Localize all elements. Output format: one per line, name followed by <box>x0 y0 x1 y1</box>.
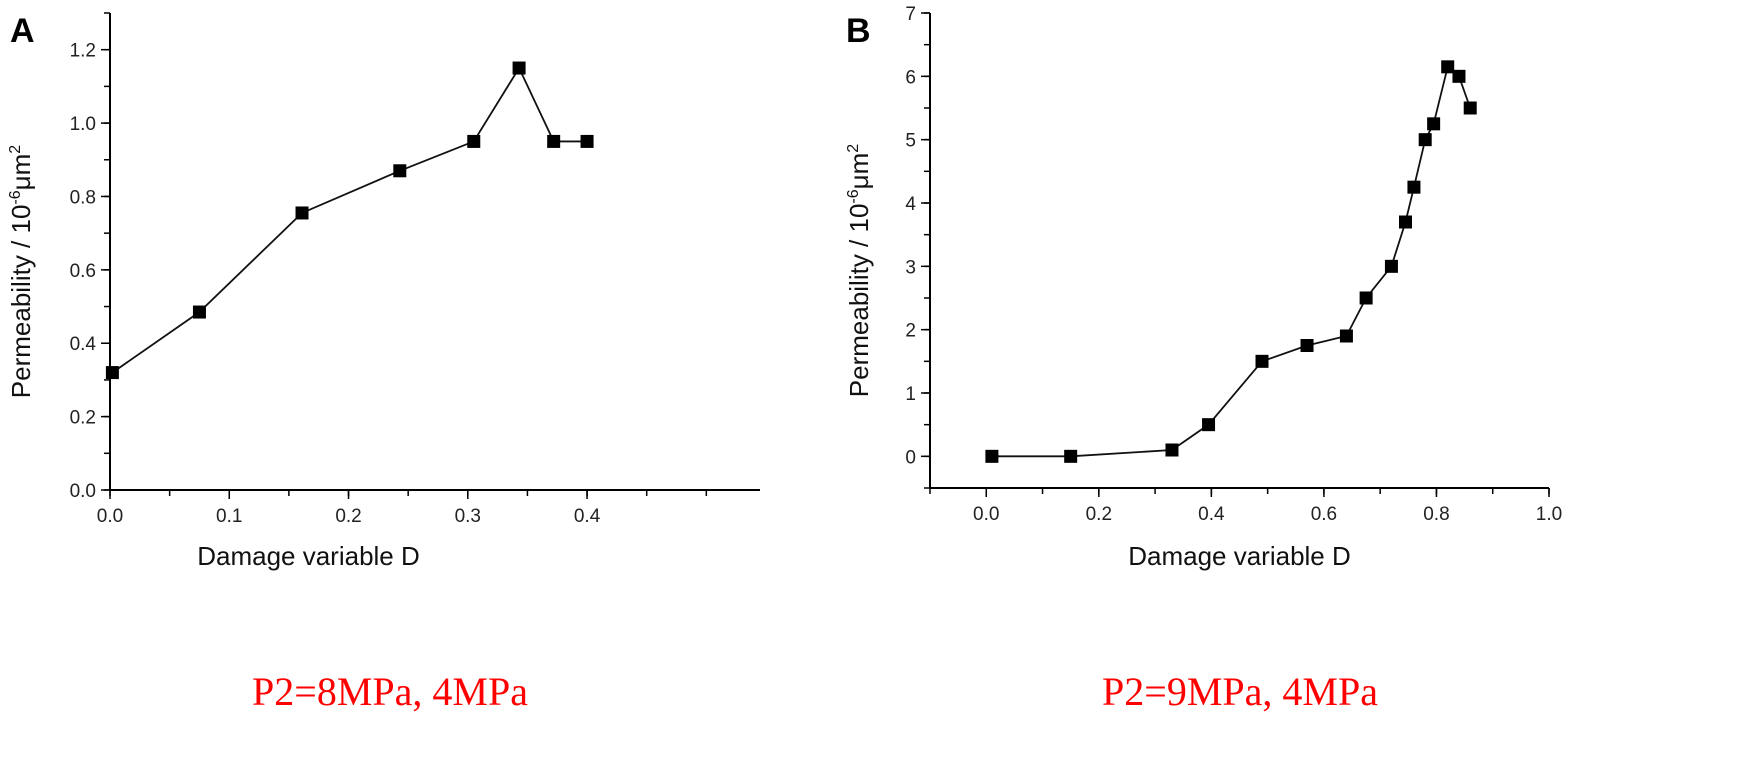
data-point <box>393 164 407 178</box>
x-tick-label: 0.2 <box>1086 504 1112 525</box>
y-axis-label: Permeability / 10-6μm2 <box>6 145 36 399</box>
data-point <box>467 134 481 148</box>
x-axis-label: Damage variable D <box>1128 541 1351 571</box>
data-point <box>512 61 526 75</box>
data-point <box>1339 329 1353 343</box>
y-axis-label-exponent: -6 <box>845 189 862 203</box>
y-axis-label-unit: μm <box>844 153 874 190</box>
y-tick-label: 0.0 <box>70 481 96 502</box>
series-line <box>991 65 1472 458</box>
y-axis-label: Permeability / 10-6μm2 <box>844 144 874 398</box>
data-point <box>1452 69 1466 83</box>
x-tick-label: 0.0 <box>973 504 999 525</box>
data-point <box>1202 418 1216 432</box>
y-tick-label: 4 <box>905 194 916 215</box>
data-point <box>1418 133 1432 147</box>
data-point <box>1064 449 1078 463</box>
x-axis-label: Damage variable D <box>197 541 420 571</box>
data-point <box>1384 259 1398 273</box>
y-tick-label: 3 <box>905 257 916 278</box>
x-tick-label: 0.2 <box>335 506 361 527</box>
x-tick-label: 0.3 <box>455 506 481 527</box>
series-line <box>111 66 588 374</box>
x-tick-label: 1.0 <box>1536 504 1562 525</box>
data-point <box>547 134 561 148</box>
y-tick-label: 1 <box>905 384 916 405</box>
y-tick-label: 0.6 <box>70 261 96 282</box>
data-point <box>1463 101 1477 115</box>
y-axis-label-text: Permeability / 10 <box>6 205 36 399</box>
y-axis-label-text: Permeability / 10 <box>844 204 874 398</box>
y-axis-label-unit: μm <box>6 154 36 191</box>
y-tick-label: 7 <box>905 4 916 25</box>
y-tick-label: 5 <box>905 131 916 152</box>
data-point <box>1407 180 1421 194</box>
y-tick-label: 1.0 <box>70 114 96 135</box>
data-point <box>1255 354 1269 368</box>
y-tick-label: 0.8 <box>70 187 96 208</box>
panel-caption: P2=8MPa, 4MPa <box>252 669 528 714</box>
x-tick-label: 0.4 <box>1198 504 1225 525</box>
data-point <box>985 449 999 463</box>
data-point <box>1300 339 1314 352</box>
data-point <box>1399 215 1413 229</box>
data-point <box>580 134 594 148</box>
chart-a: A 0.0 0.1 0.2 0.3 0.4 0.0 0.2 0.4 0.6 0.8 1.0 1.2 Da… <box>6 12 760 714</box>
y-axis-label-unit-exponent: 2 <box>845 144 862 153</box>
panel-label-b: B <box>846 12 871 50</box>
y-tick-label: 0.2 <box>70 408 96 429</box>
panel-caption: P2=9MPa, 4MPa <box>1102 669 1378 714</box>
x-tick-label: 0.0 <box>97 506 123 527</box>
y-axis-label-exponent: -6 <box>7 190 24 204</box>
x-tick-label: 0.6 <box>1311 504 1337 525</box>
x-tick-label: 0.1 <box>216 506 242 527</box>
x-tick-label: 0.4 <box>574 506 601 527</box>
y-tick-label: 2 <box>905 321 916 342</box>
chart-b: B 0.0 0.2 0.4 0.6 0.8 1.0 0 1 2 3 4 5 6 7 Damage varia… <box>844 4 1562 714</box>
data-point <box>1165 443 1179 457</box>
data-point <box>1441 60 1455 74</box>
data-point <box>1359 291 1373 305</box>
x-tick-label: 0.8 <box>1423 504 1449 525</box>
y-tick-label: 0.4 <box>70 334 97 355</box>
data-point <box>295 206 309 220</box>
data-point <box>192 305 206 319</box>
y-tick-label: 6 <box>905 67 916 88</box>
panel-label-a: A <box>10 12 35 50</box>
data-point <box>1427 117 1441 131</box>
y-tick-label: 0 <box>905 447 916 468</box>
data-point <box>105 366 119 380</box>
y-tick-label: 1.2 <box>70 41 96 62</box>
y-axis-label-unit-exponent: 2 <box>7 145 24 154</box>
